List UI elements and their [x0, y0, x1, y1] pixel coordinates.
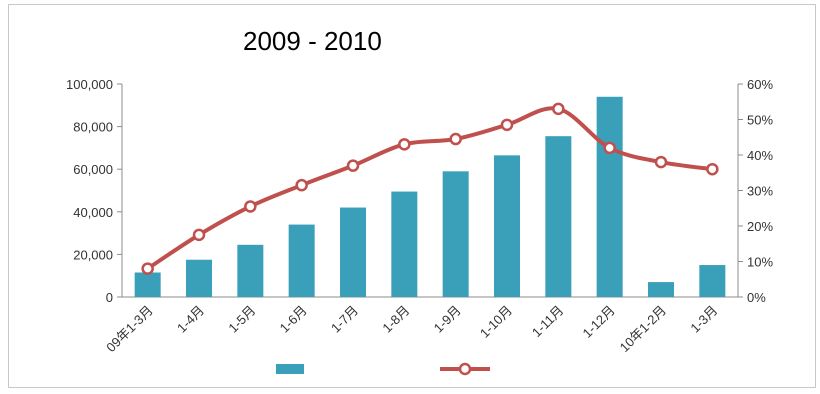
right-tick-label: 20%: [747, 219, 773, 234]
right-tick-label: 0%: [747, 290, 766, 305]
line-point: [192, 228, 206, 242]
bar: [391, 191, 418, 297]
right-tick-label: 60%: [747, 77, 773, 92]
bar: [186, 259, 212, 297]
line-point: [449, 132, 462, 146]
line-series: [141, 102, 719, 275]
bar: [340, 207, 366, 297]
line-point: [295, 178, 308, 192]
x-tick-label: 1-11月: [529, 303, 567, 341]
x-tick-label: 1-7月: [328, 303, 361, 336]
line-point: [141, 262, 154, 275]
legend: [276, 362, 490, 376]
x-tick-label: 09年1-3月: [103, 303, 156, 356]
line-point: [552, 102, 565, 116]
x-tick-label: 1-3月: [687, 303, 720, 336]
x-tick-label: 1-12月: [580, 303, 618, 341]
bar: [699, 265, 726, 297]
left-tick-label: 80,000: [73, 120, 113, 135]
x-tick-label: 1-10月: [477, 303, 515, 341]
line-path: [145, 106, 715, 271]
bar: [134, 272, 161, 297]
x-tick-labels: 09年1-3月 1-4月 1-5月 1-6月 1-7月 1-8月 1-9月 1-10月 1-11…: [103, 303, 720, 356]
bar: [596, 96, 623, 297]
right-tick-label: 10%: [747, 255, 773, 270]
x-tick-label: 1-9月: [431, 303, 464, 336]
chart-title: 2009 - 2010: [243, 26, 382, 56]
x-tick-label: 1-8月: [379, 303, 412, 336]
bar: [648, 282, 674, 297]
line-point: [603, 141, 616, 155]
x-tick-label: 1-6月: [277, 303, 310, 336]
right-tick-label: 50%: [747, 113, 773, 128]
axes: 0 20,000 40,000 60,000 80,000 100,000 0% 10% 20%…: [66, 77, 773, 305]
x-tick-label: 1-5月: [225, 303, 258, 336]
left-tick-label: 20,000: [73, 247, 113, 262]
x-tick-label: 10年1-2月: [617, 303, 670, 356]
bar: [494, 155, 520, 297]
bar-series: [134, 96, 726, 297]
left-tick-label: 100,000: [66, 77, 113, 92]
right-tick-label: 30%: [747, 184, 773, 199]
bar: [288, 224, 315, 297]
line-point: [654, 155, 668, 169]
legend-line-marker: [458, 362, 472, 376]
bar: [237, 244, 264, 297]
left-tick-label: 60,000: [73, 162, 113, 177]
left-tick-label: 40,000: [73, 205, 113, 220]
line-point: [706, 162, 719, 176]
line-point: [244, 200, 257, 213]
x-tick-label: 1-4月: [174, 303, 207, 336]
line-point: [500, 118, 514, 132]
line-point: [346, 159, 360, 172]
right-tick-label: 40%: [747, 148, 773, 163]
legend-bar-swatch: [276, 364, 304, 374]
bar: [442, 171, 469, 297]
bar: [545, 136, 572, 297]
left-tick-label: 0: [106, 290, 113, 305]
line-point: [398, 138, 411, 151]
